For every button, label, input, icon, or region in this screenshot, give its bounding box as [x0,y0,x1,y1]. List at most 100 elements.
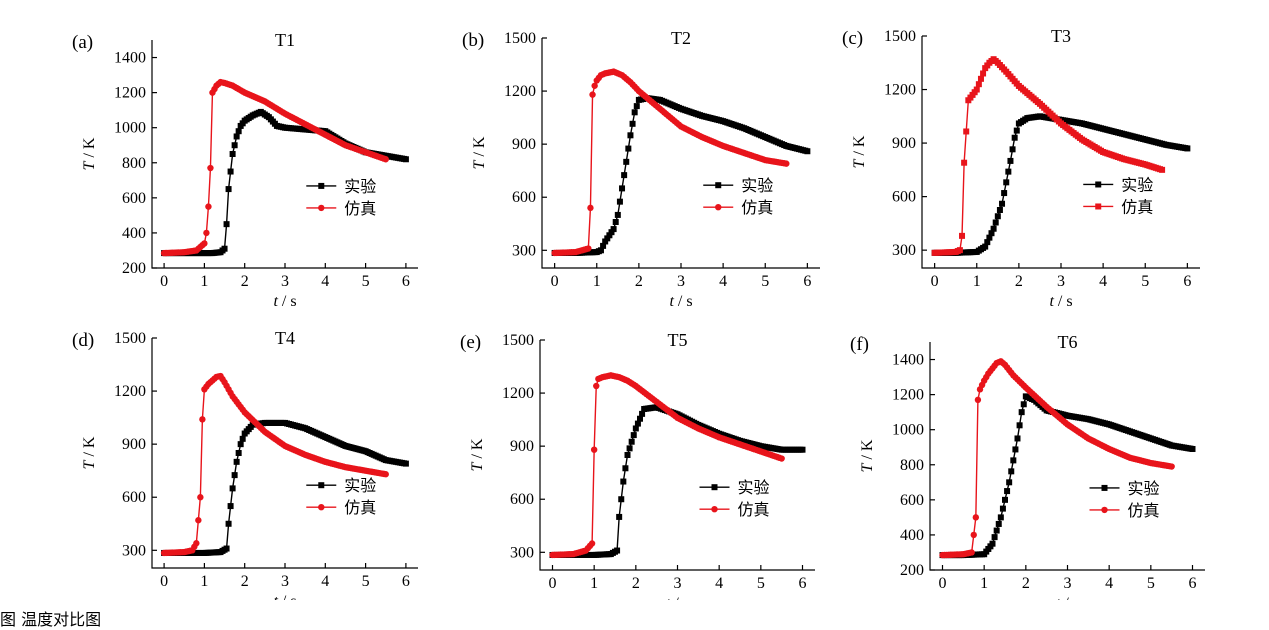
data-point [1189,445,1196,452]
x-tick-label: 3 [281,573,289,590]
data-point [630,432,637,439]
chart-panel: 0 1 2 3 4 5 6 200 400 600 800 1000 1200 1400 t / s T / … [850,332,1205,600]
data-point [632,425,639,432]
data-point [637,415,643,422]
legend-label: 仿真 [738,500,770,519]
legend-entry: 仿真 [703,198,773,217]
data-point [629,120,636,127]
legend-marker [1101,484,1108,491]
x-tick-label: 5 [1141,273,1149,290]
legend-marker [318,504,325,511]
chart-panel: 0 1 2 3 4 5 6 300 600 900 1200 1500 t / s T / K (c) T3 实… [842,26,1200,310]
data-point [1006,479,1013,486]
data-point [783,160,790,167]
figure-caption: 图 温度对比图 [0,610,102,629]
data-point [1012,446,1019,453]
y-tick-label: 300 [512,242,536,259]
panel-title: T4 [275,328,295,348]
data-point [225,520,232,527]
legend-marker [1095,181,1102,188]
data-point [961,159,968,166]
chart-panel: 0 1 2 3 4 5 6 300 600 900 1200 1500 t / s T / K (b) T2 实… [462,28,820,310]
data-point [1159,166,1166,173]
legend-label: 实验 [738,478,770,497]
x-tick-label: 1 [200,573,208,590]
data-point [968,549,975,556]
data-point [778,455,785,462]
data-point [996,207,1003,213]
data-point [995,520,1002,527]
data-point [989,540,996,547]
y-tick-label: 600 [512,189,536,206]
data-point [982,243,989,250]
data-point [382,471,389,478]
chart-panel: 0 1 2 3 4 5 6 200 400 600 800 1000 1200 1400 t / s T / … [72,30,418,310]
series-line [164,375,386,554]
x-tick-label: 6 [803,273,811,290]
series [160,78,389,257]
y-tick-label: 1000 [114,120,146,137]
y-tick-label: 900 [510,438,534,455]
series [931,56,1166,256]
series [551,68,790,257]
y-tick-label: 1200 [884,82,916,99]
data-point [614,547,621,554]
x-tick-label: 2 [632,575,640,592]
legend-marker [1101,506,1108,514]
legend-marker [711,506,718,513]
y-tick-label: 1000 [892,422,924,439]
data-point [627,132,634,139]
legend-entry: 实验 [699,478,770,497]
data-point [1013,127,1020,134]
data-point [610,226,617,233]
axis-lines [539,340,815,571]
data-point [625,145,632,152]
x-tick-label: 1 [973,273,981,290]
data-point [588,540,596,547]
data-point [239,435,246,442]
data-point [1010,457,1017,464]
legend-entry: 仿真 [1089,501,1160,520]
x-tick-label: 0 [551,273,559,290]
legend-label: 实验 [344,476,376,495]
legend-marker [715,204,722,211]
y-tick-label: 1200 [892,387,924,404]
data-point [622,465,629,472]
y-tick-label: 1200 [504,83,536,100]
x-tick-label: 1 [590,575,598,592]
data-point [999,200,1006,207]
series [931,113,1191,256]
legend-entry: 仿真 [699,500,770,519]
data-point [1007,157,1014,164]
data-point [626,445,633,452]
x-tick-label: 1 [200,273,208,290]
series-line [942,395,1193,556]
data-point [229,151,236,157]
panel-title: T5 [668,330,688,350]
legend-marker [318,204,325,212]
x-tick-label: 4 [1105,575,1113,592]
data-point [199,416,206,423]
x-axis-label: t / s [273,593,296,600]
panel-title: T3 [1051,26,1071,46]
data-point [618,496,625,503]
x-tick-label: 3 [281,273,289,290]
data-point [973,86,980,93]
legend-marker [1095,203,1102,210]
y-tick-label: 900 [892,135,916,152]
y-tick-label: 1500 [502,332,534,349]
data-point [1184,145,1191,152]
y-tick-label: 600 [122,190,146,207]
x-tick-label: 2 [1022,575,1030,592]
x-tick-label: 2 [635,273,643,290]
legend-entry: 实验 [703,176,773,195]
data-point [382,156,389,163]
data-point [587,204,594,212]
x-tick-label: 0 [160,573,168,590]
legend-label: 实验 [1128,479,1160,498]
legend-label: 仿真 [344,199,376,218]
data-point [1005,168,1012,175]
x-tick-label: 5 [757,575,765,592]
y-tick-label: 900 [122,436,146,453]
